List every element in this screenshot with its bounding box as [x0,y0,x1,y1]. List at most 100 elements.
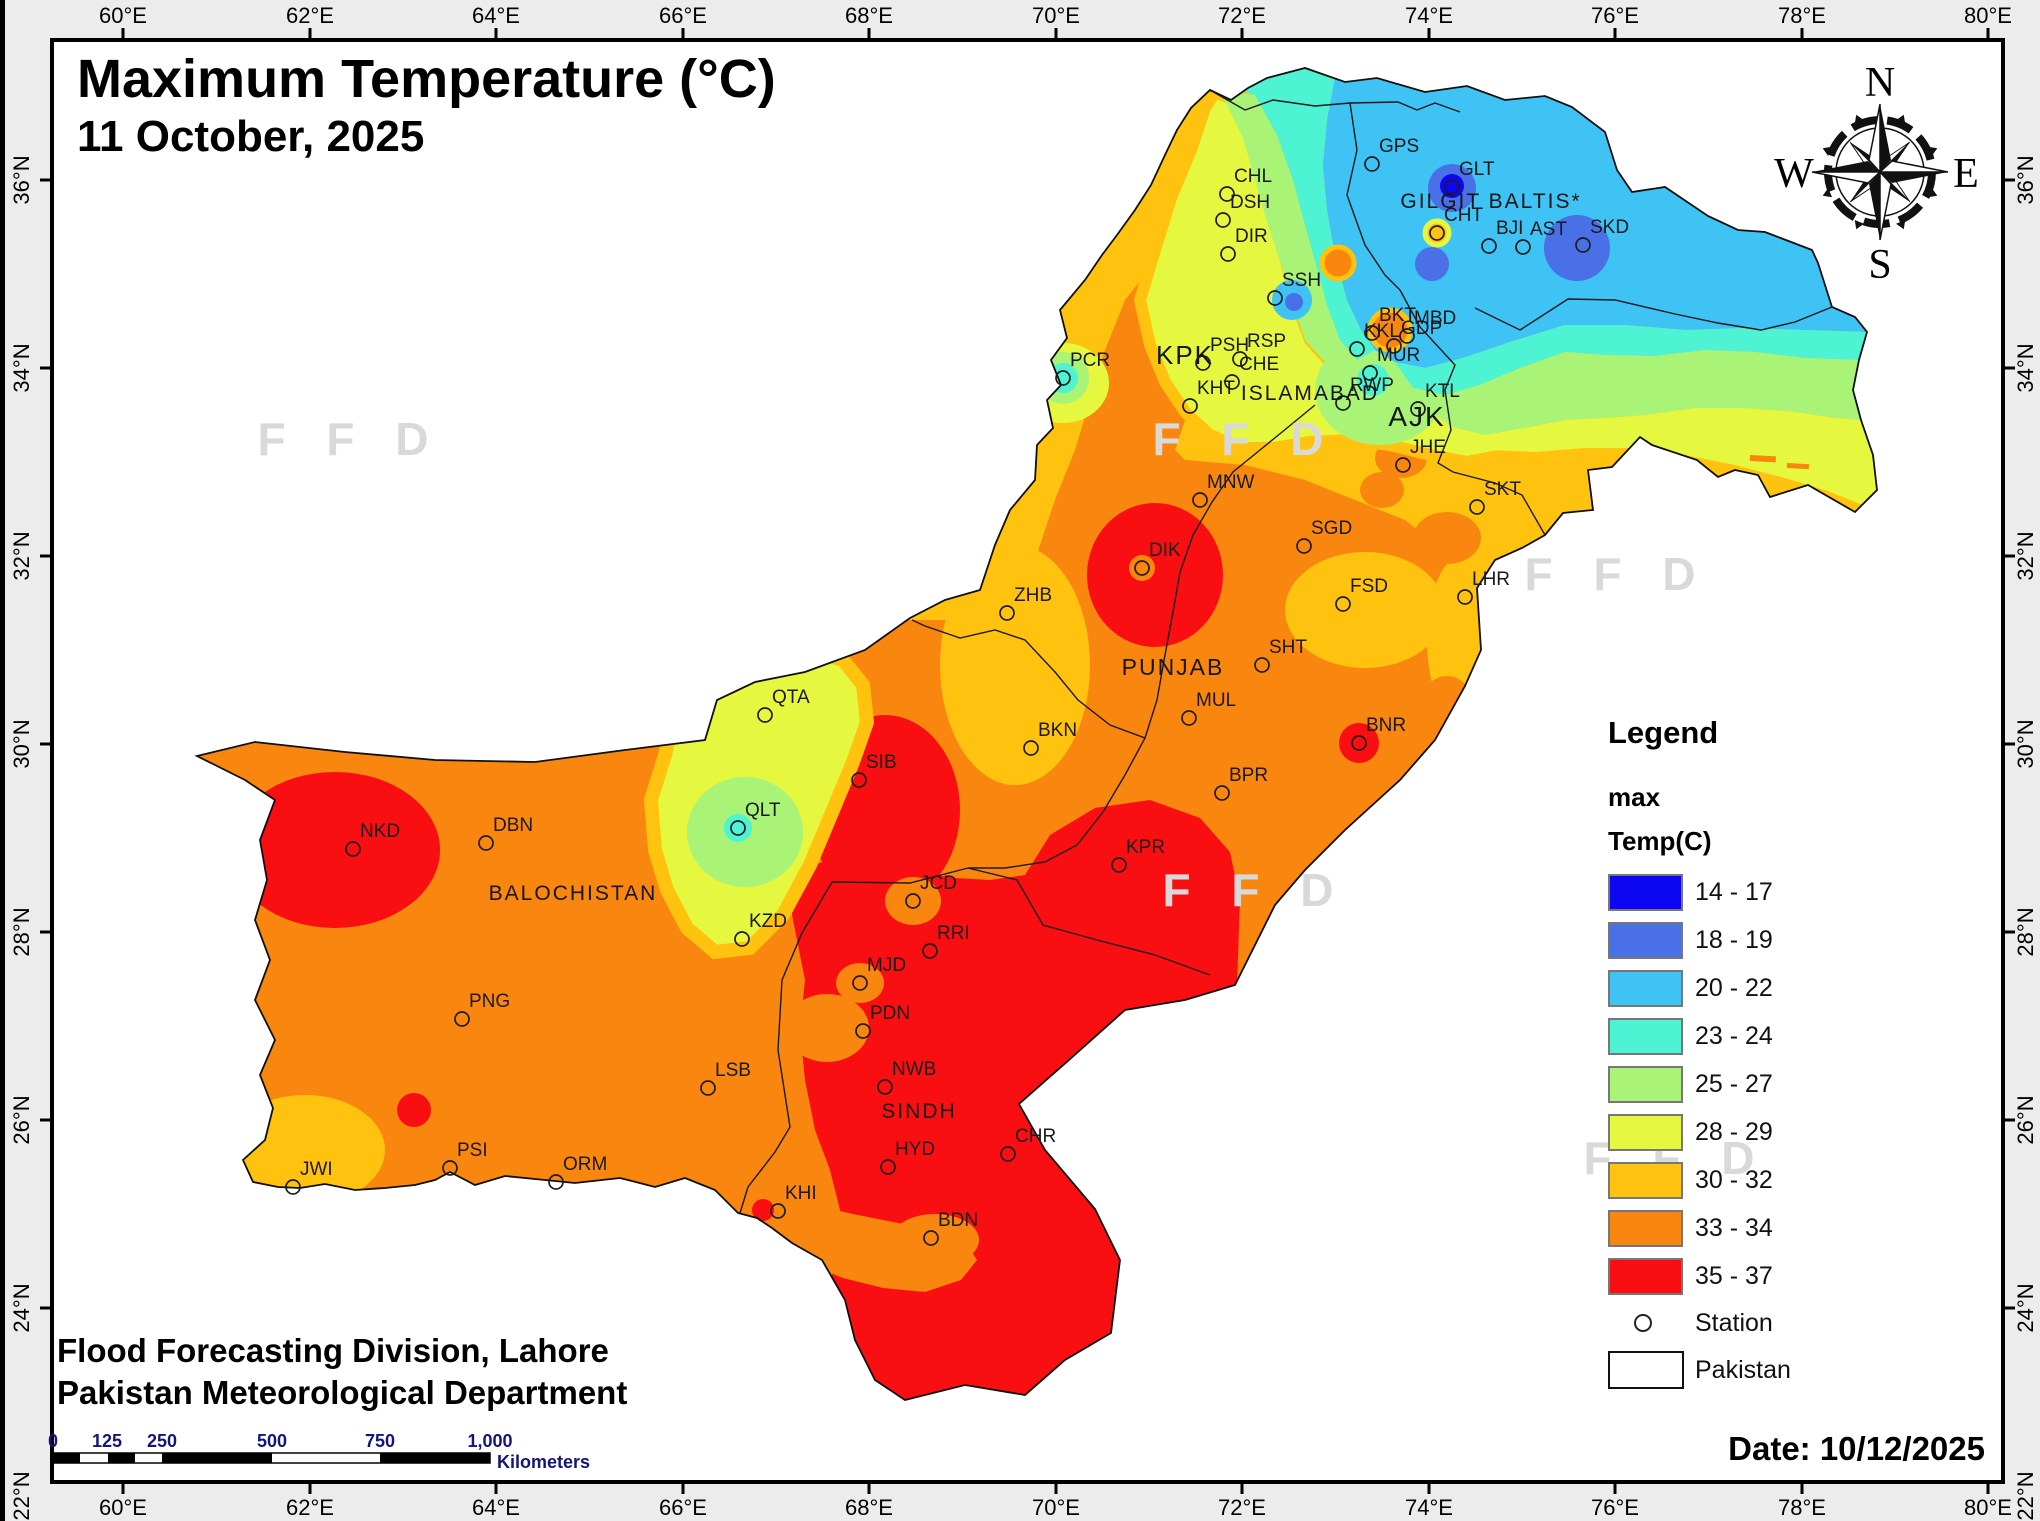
station-label-LHR: LHR [1472,569,1510,590]
station-label-NKD: NKD [360,821,400,842]
legend-item-5: 28 - 29 [1608,1108,1791,1156]
station-label-BKT: BKT [1379,305,1416,326]
station-label-KHI: KHI [785,1183,817,1204]
station-label-SIB: SIB [866,752,897,773]
station-label-SGD: SGD [1311,518,1352,539]
region-label-punjab: PUNJAB [1122,654,1225,680]
legend-item-2: 20 - 22 [1608,964,1791,1012]
legend-item-label-3: 23 - 24 [1695,1021,1773,1050]
lon-label-bottom: 62°E [286,1495,334,1520]
lat-label-right: 22°N [2013,1471,2038,1520]
lat-label-left: 34°N [9,343,34,392]
station-marker-ORM [548,1174,564,1190]
station-label-QLT: QLT [745,800,781,821]
lon-label-top: 72°E [1218,3,1266,28]
station-marker-GDP [1386,338,1402,354]
station-marker-BNR [1351,735,1367,751]
scale-bar: 0 125 250 500 750 1,000 Kilometers [48,1431,590,1472]
lon-label-top: 80°E [1964,3,2012,28]
station-label-KKL: KKL [1364,321,1400,342]
station-marker-JWI [285,1179,301,1195]
station-marker-NWB [877,1079,893,1095]
station-label-AST: AST [1530,219,1567,240]
legend-item-8: 35 - 37 [1608,1252,1791,1300]
station-marker-GLT [1444,179,1460,195]
watermark: F F D [1163,864,1348,916]
station-marker-KHT [1182,398,1198,414]
legend-item-label-1: 18 - 19 [1695,925,1773,954]
station-marker-MNW [1192,492,1208,508]
station-label-HYD: HYD [895,1139,935,1160]
legend-items: 14 - 17 18 - 19 20 - 22 23 - 24 25 - 27 28 - … [1608,868,1791,1300]
station-marker-DIR [1220,246,1236,262]
lat-label-right: 26°N [2013,1095,2038,1144]
lat-label-right: 24°N [2013,1283,2038,1332]
station-marker-QTA [757,707,773,723]
station-label-SKD: SKD [1590,217,1629,238]
station-marker-BKN [1023,740,1039,756]
legend-swatch-2 [1608,969,1683,1007]
compass-east-label: E [1953,151,1979,197]
region-label-islamabad: ISLAMABAD [1241,382,1379,405]
lon-label-bottom: 72°E [1218,1495,1266,1520]
watermark: F F D [1525,548,1710,600]
station-marker-LHR [1457,589,1473,605]
station-label-JHE: JHE [1410,437,1446,458]
station-label-RWP: RWP [1350,375,1394,396]
lon-label-top: 62°E [286,3,334,28]
lon-label-bottom: 60°E [99,1495,147,1520]
legend-swatch-4 [1608,1065,1683,1103]
legend-item-6: 30 - 32 [1608,1156,1791,1204]
station-label-PSI: PSI [457,1140,488,1161]
map-title: Maximum Temperature (°C) [77,49,776,109]
station-marker-SSH [1267,290,1283,306]
station-marker-BPR [1214,785,1230,801]
station-marker-MUR [1362,365,1378,381]
station-label-QTA: QTA [772,687,810,708]
legend-swatch-5 [1608,1113,1683,1151]
lat-label-right: 28°N [2013,907,2038,956]
legend-item-1: 18 - 19 [1608,916,1791,964]
station-label-MBD: MBD [1414,308,1456,329]
compass-rose: N E S W [1774,60,1979,288]
legend-item-4: 25 - 27 [1608,1060,1791,1108]
station-label-GPS: GPS [1379,136,1419,157]
lat-label-left: 22°N [9,1471,34,1520]
station-label-BDN: BDN [938,1210,978,1231]
station-marker-CHT [1429,225,1445,241]
footer-org: Flood Forecasting Division, Lahore [57,1332,609,1369]
lat-label-left: 30°N [9,719,34,768]
station-label-SHT: SHT [1269,637,1307,658]
compass-ticks [1822,114,1938,230]
compass-south-label: S [1868,242,1891,288]
station-label-CHR: CHR [1015,1126,1056,1147]
station-marker-DSH [1215,212,1231,228]
station-label-JCD: JCD [920,873,957,894]
station-marker-PSH [1195,355,1211,371]
lat-label-right: 34°N [2013,343,2038,392]
region-label-kpk: KPK [1156,340,1214,370]
station-marker-RSP [1232,351,1248,367]
legend-item-label-0: 14 - 17 [1695,877,1773,906]
pakistan-boundary-symbol [1608,1351,1684,1389]
legend-swatch-7 [1608,1209,1683,1247]
station-marker-MJD [852,975,868,991]
province-boundaries [739,89,1833,1214]
station-label-NWB: NWB [892,1059,936,1080]
station-label-MUR: MUR [1377,345,1420,366]
station-marker-KPR [1111,857,1127,873]
station-marker-DIK [1134,560,1150,576]
station-marker-CHR [1000,1146,1016,1162]
station-label-GDP: GDP [1401,318,1442,339]
legend: Legend max Temp(C) 14 - 17 18 - 19 20 - 22… [1608,714,1791,1394]
station-marker-KKL [1349,341,1365,357]
station-label-BJI: BJI [1496,218,1523,239]
legend-swatch-0 [1608,873,1683,911]
station-label-ZHB: ZHB [1014,585,1052,606]
watermark: F F D [258,413,443,465]
map-date: Date: 10/12/2025 [1728,1430,1985,1467]
lon-label-top: 76°E [1591,3,1639,28]
station-marker-SHT [1254,657,1270,673]
